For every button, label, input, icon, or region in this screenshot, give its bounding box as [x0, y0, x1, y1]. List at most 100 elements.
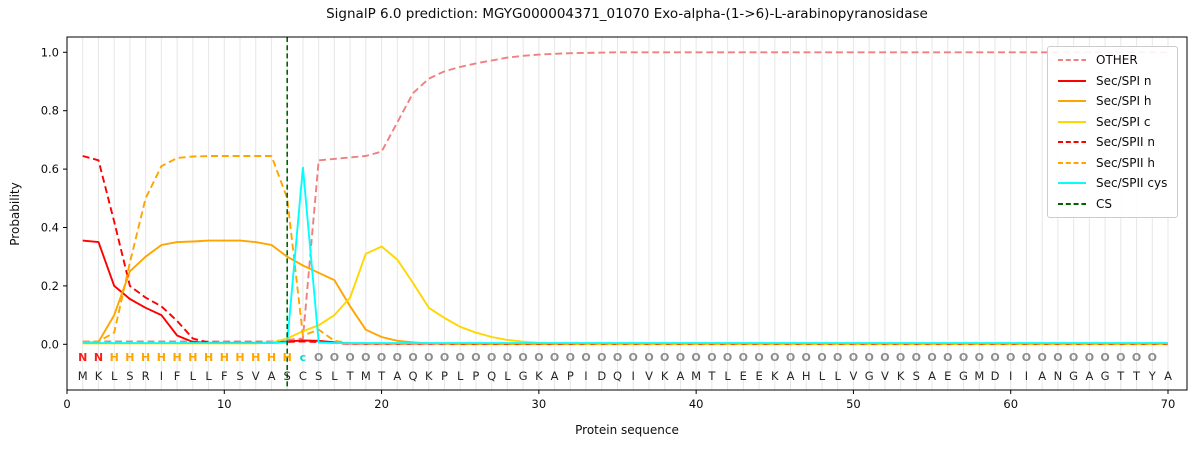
residue-letter: A [787, 369, 795, 383]
residue-region-label: H [235, 351, 244, 364]
residue-region-label: O [723, 351, 732, 364]
residue-letter: A [393, 369, 401, 383]
residue-letter: E [755, 369, 762, 383]
legend-item-sec-spi-c: Sec/SPI c [1057, 115, 1173, 129]
residue-letter: A [676, 369, 684, 383]
residue-letter: D [597, 369, 606, 383]
x-tick-label: 40 [689, 397, 704, 411]
residue-region-label: O [613, 351, 622, 364]
residue-region-label: O [880, 351, 889, 364]
series-line-sec-spi-n [82, 239, 1168, 345]
x-tick-label: 70 [1161, 397, 1176, 411]
residue-letter: E [740, 369, 747, 383]
legend-line-sample [1058, 79, 1086, 82]
x-tick-label: 50 [846, 397, 861, 411]
residue-region-label: O [566, 351, 575, 364]
residue-region-label: O [1100, 351, 1109, 364]
residue-letter: P [472, 369, 479, 383]
series-line-sec-spii-n [82, 155, 1168, 345]
residue-region-label: H [141, 351, 150, 364]
chart-title: SignalP 6.0 prediction: MGYG000004371_01… [326, 6, 928, 22]
residue-region-label: H [267, 351, 276, 364]
residue-region-label: H [188, 351, 197, 364]
residue-region-label: O [314, 351, 323, 364]
residue-region-label: O [1069, 351, 1078, 364]
residue-letter: S [126, 369, 133, 383]
residue-region-label: O [487, 351, 496, 364]
residue-letter: M [974, 369, 984, 383]
residue-letter: F [174, 369, 181, 383]
x-tick-label: 30 [532, 397, 547, 411]
residue-region-label: O [1116, 351, 1125, 364]
residue-letter: Y [1148, 369, 1157, 383]
residue-region-label: O [802, 351, 811, 364]
residue-region-label: O [896, 351, 905, 364]
residue-region-label: O [817, 351, 826, 364]
residue-letter: I [631, 369, 634, 383]
residue-region-label: O [424, 351, 433, 364]
residue-letter: V [849, 369, 857, 383]
residue-letter: I [584, 369, 587, 383]
legend-label: OTHER [1096, 53, 1138, 68]
legend-item-sec-spii-cys: Sec/SPII cys [1057, 176, 1173, 190]
residue-region-label: O [912, 351, 921, 364]
residue-letter: L [819, 369, 826, 383]
residue-region-label: O [597, 351, 606, 364]
residue-letter: L [190, 369, 197, 383]
axes-spines [66, 36, 1188, 391]
residue-region-label: O [1038, 351, 1047, 364]
residue-letter: V [881, 369, 889, 383]
residue-letter: T [707, 369, 716, 383]
legend-label: Sec/SPI h [1096, 94, 1152, 109]
residue-letter: C [299, 369, 307, 383]
residue-letter: G [1069, 369, 1078, 383]
residue-region-label: O [518, 351, 527, 364]
residue-letter: K [771, 369, 779, 383]
residue-letter: S [913, 369, 920, 383]
residue-letter: L [205, 369, 212, 383]
residue-region-label: O [833, 351, 842, 364]
residue-letter: V [252, 369, 260, 383]
x-tick-label: 60 [1003, 397, 1018, 411]
residue-letter: A [1085, 369, 1093, 383]
x-tick-label: 20 [374, 397, 389, 411]
legend-item-sec-spi-h: Sec/SPI h [1057, 94, 1173, 108]
residue-letter: E [944, 369, 951, 383]
residue-letter: G [1101, 369, 1110, 383]
residue-letter: M [361, 369, 371, 383]
residue-region-label: O [1085, 351, 1094, 364]
residue-letter: S [236, 369, 243, 383]
residue-letter: G [865, 369, 874, 383]
residue-region-label: O [1006, 351, 1015, 364]
residue-letter: K [95, 369, 103, 383]
residue-region-label: O [959, 351, 968, 364]
residue-region-label: O [345, 351, 354, 364]
residue-region-label: O [1053, 351, 1062, 364]
residue-letter: A [1164, 369, 1172, 383]
residue-region-label: O [581, 351, 590, 364]
residue-letter: L [834, 369, 841, 383]
legend-label: Sec/SPI c [1096, 114, 1151, 129]
residue-region-label: H [110, 351, 119, 364]
residue-letter: L [111, 369, 118, 383]
legend-item-cs: CS [1057, 197, 1173, 211]
residue-region-label: O [440, 351, 449, 364]
residue-letter: T [1116, 369, 1125, 383]
residue-region-label: H [157, 351, 166, 364]
series-line-sec-spii-cys [82, 166, 1168, 345]
legend-item-sec-spi-n: Sec/SPI n [1057, 74, 1173, 88]
residue-letter: P [567, 369, 574, 383]
legend-label: Sec/SPII cys [1096, 176, 1168, 191]
y-tick-label: 0.6 [41, 162, 59, 176]
residue-letter: L [724, 369, 731, 383]
residue-letter: Q [613, 369, 622, 383]
residue-letter: N [1054, 369, 1063, 383]
x-tick-label: 10 [217, 397, 232, 411]
residue-region-label: O [770, 351, 779, 364]
residue-letter: A [268, 369, 276, 383]
x-tick-label: 0 [63, 397, 70, 411]
legend-line-sample [1058, 161, 1086, 164]
legend-line-sample [1058, 182, 1086, 185]
residue-region-label: H [125, 351, 134, 364]
residue-letter: A [551, 369, 559, 383]
